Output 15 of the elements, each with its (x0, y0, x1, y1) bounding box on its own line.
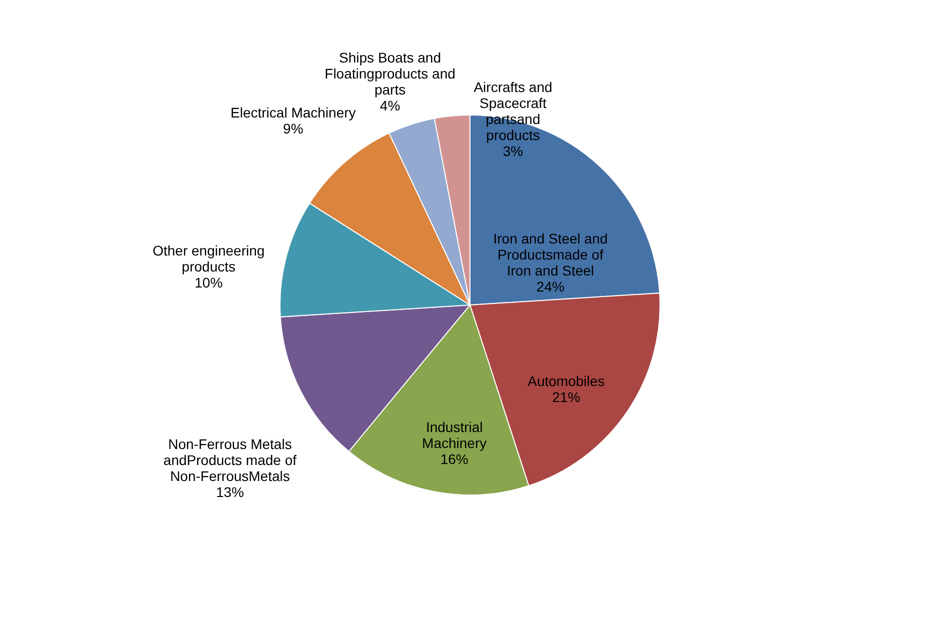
slice-label: Automobiles (528, 372, 605, 389)
data-label: 13% (216, 484, 244, 500)
data-label: 3% (502, 143, 524, 160)
slice-label: Industrial Machinery (422, 419, 487, 452)
data-label: 16% (440, 451, 468, 468)
data-label: 21% (552, 388, 580, 405)
data-label: 4% (380, 97, 400, 114)
slice-label: Iron and Steel and Productsmade of Iron and Steel (493, 230, 608, 279)
data-label: 9% (283, 120, 304, 137)
slice-label: Other engineering products (152, 242, 265, 275)
slice-label: Electrical Machinery (230, 104, 356, 121)
slice-label: Non-Ferrous Metals andProducts made of Non-FerrousMetals (163, 436, 297, 484)
data-label: 10% (194, 274, 223, 291)
slice-label: Ships Boats and Floatingproducts and parts (324, 49, 456, 98)
data-label: 24% (536, 278, 564, 295)
